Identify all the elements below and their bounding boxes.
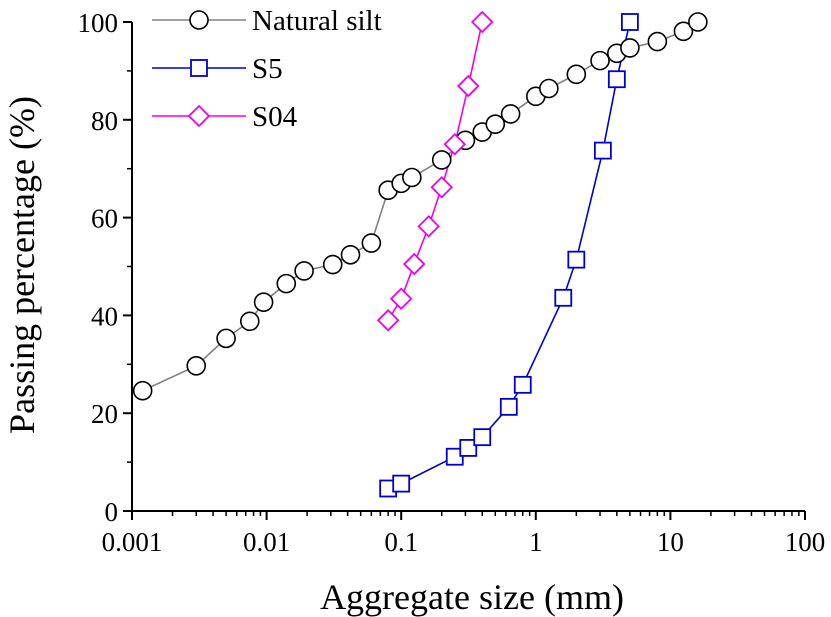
x-tick-label: 0.01 <box>243 527 290 557</box>
data-point-s5 <box>593 141 612 160</box>
data-point-natural-silt <box>500 104 521 124</box>
tick-labels: 0.001 0.01 0.1 1 10 100 0 20 40 60 80 100 <box>78 8 826 557</box>
axis-ticks <box>123 21 806 520</box>
data-point-s5 <box>620 13 639 31</box>
data-point-s04 <box>430 176 453 199</box>
data-point-s5 <box>473 428 492 447</box>
data-point-natural-silt <box>132 380 153 401</box>
data-point-s5 <box>567 250 586 269</box>
y-axis-label: Passing percentage (%) <box>2 96 42 434</box>
x-tick-label: 0.001 <box>102 527 163 557</box>
data-point-s04 <box>456 74 480 98</box>
series-line-s04 <box>387 21 483 321</box>
legend-label-s5: S5 <box>252 53 283 85</box>
series-markers <box>132 10 708 498</box>
data-point-s04 <box>470 10 494 34</box>
data-point-s04 <box>376 309 400 332</box>
legend-label-natural-silt: Natural silt <box>252 5 382 37</box>
x-tick-label: 0.1 <box>384 527 418 557</box>
data-point-natural-silt <box>673 21 694 42</box>
data-point-natural-silt <box>485 114 506 135</box>
legend-marker-s04 <box>187 104 211 128</box>
x-tick-label: 100 <box>785 527 826 557</box>
data-point-natural-silt <box>566 64 587 85</box>
series-line-s5 <box>387 21 631 490</box>
y-tick-label: 0 <box>105 497 119 527</box>
data-point-s5 <box>554 288 573 307</box>
data-point-natural-silt <box>253 292 274 312</box>
data-point-natural-silt <box>322 254 343 275</box>
data-point-natural-silt <box>539 78 559 99</box>
data-point-s04 <box>402 252 426 276</box>
data-point-natural-silt <box>620 38 640 58</box>
data-point-s5 <box>513 375 532 394</box>
data-point-s5 <box>392 474 411 493</box>
data-point-s04 <box>417 215 440 238</box>
legend-label-s04: S04 <box>252 101 298 133</box>
data-point-s5 <box>499 397 518 416</box>
data-point-natural-silt <box>239 311 260 332</box>
data-point-natural-silt <box>276 273 297 294</box>
data-point-natural-silt <box>590 50 610 71</box>
data-point-s04 <box>389 287 413 311</box>
data-point-natural-silt <box>186 355 207 376</box>
legend-marker-natural-silt <box>189 10 209 30</box>
data-point-natural-silt <box>431 150 452 170</box>
y-tick-label: 40 <box>91 301 118 331</box>
y-tick-label: 80 <box>91 106 118 136</box>
data-point-natural-silt <box>647 31 668 52</box>
series-lines <box>142 21 699 490</box>
data-point-s5 <box>459 439 478 457</box>
data-point-natural-silt <box>402 167 422 188</box>
x-tick-label: 1 <box>529 527 543 557</box>
data-point-s5 <box>607 70 626 89</box>
data-point-natural-silt <box>294 261 314 281</box>
data-point-s04 <box>443 132 467 156</box>
data-point-natural-silt <box>340 244 361 265</box>
y-tick-label: 20 <box>91 399 118 429</box>
y-tick-label: 100 <box>78 8 119 38</box>
legend-marker-s5 <box>190 59 208 77</box>
y-tick-label: 60 <box>91 204 118 234</box>
data-point-natural-silt <box>688 12 708 32</box>
legend: Natural silt S5 S04 <box>152 5 382 133</box>
x-tick-label: 10 <box>657 527 684 557</box>
x-axis-label: Aggregate size (mm) <box>320 577 624 617</box>
data-point-natural-silt <box>216 328 236 349</box>
data-point-natural-silt <box>361 233 382 253</box>
